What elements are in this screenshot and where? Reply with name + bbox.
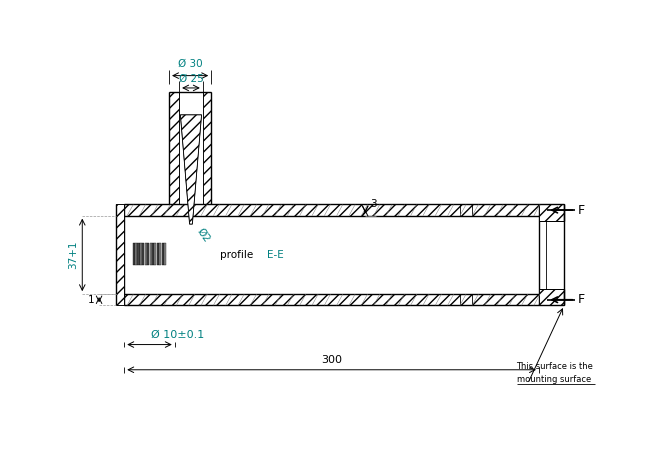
Bar: [203, 93, 211, 205]
Bar: [539, 288, 564, 306]
Bar: [159, 243, 161, 265]
Bar: [162, 243, 164, 265]
Bar: [125, 294, 539, 306]
Bar: [135, 243, 137, 265]
Text: F: F: [578, 204, 585, 217]
Bar: [133, 243, 135, 265]
Bar: [539, 288, 564, 306]
Bar: [140, 243, 142, 265]
Bar: [147, 243, 149, 265]
Bar: [169, 93, 179, 205]
Text: 300: 300: [321, 355, 342, 365]
Polygon shape: [181, 115, 201, 224]
Bar: [152, 243, 154, 265]
Text: 3: 3: [370, 199, 376, 210]
Bar: [156, 243, 158, 265]
Bar: [155, 243, 156, 265]
Text: Ø 30: Ø 30: [178, 59, 202, 69]
Bar: [539, 205, 564, 221]
Text: E-E: E-E: [267, 250, 284, 260]
Text: 37+1: 37+1: [68, 241, 78, 269]
Bar: [116, 205, 125, 306]
Text: F: F: [578, 293, 585, 306]
Text: mounting surface: mounting surface: [516, 375, 591, 384]
Bar: [539, 205, 564, 221]
Text: Ø 25: Ø 25: [179, 73, 203, 83]
Bar: [138, 243, 140, 265]
Text: 1: 1: [88, 295, 95, 305]
Bar: [149, 243, 151, 265]
Text: This surface is the: This surface is the: [516, 362, 593, 372]
Text: Ø 10±0.1: Ø 10±0.1: [151, 330, 204, 340]
Bar: [164, 243, 166, 265]
Text: Ø2: Ø2: [196, 226, 212, 244]
Bar: [145, 243, 147, 265]
Bar: [125, 205, 539, 216]
Bar: [142, 243, 144, 265]
Bar: [116, 205, 125, 306]
Text: profile: profile: [220, 250, 256, 260]
